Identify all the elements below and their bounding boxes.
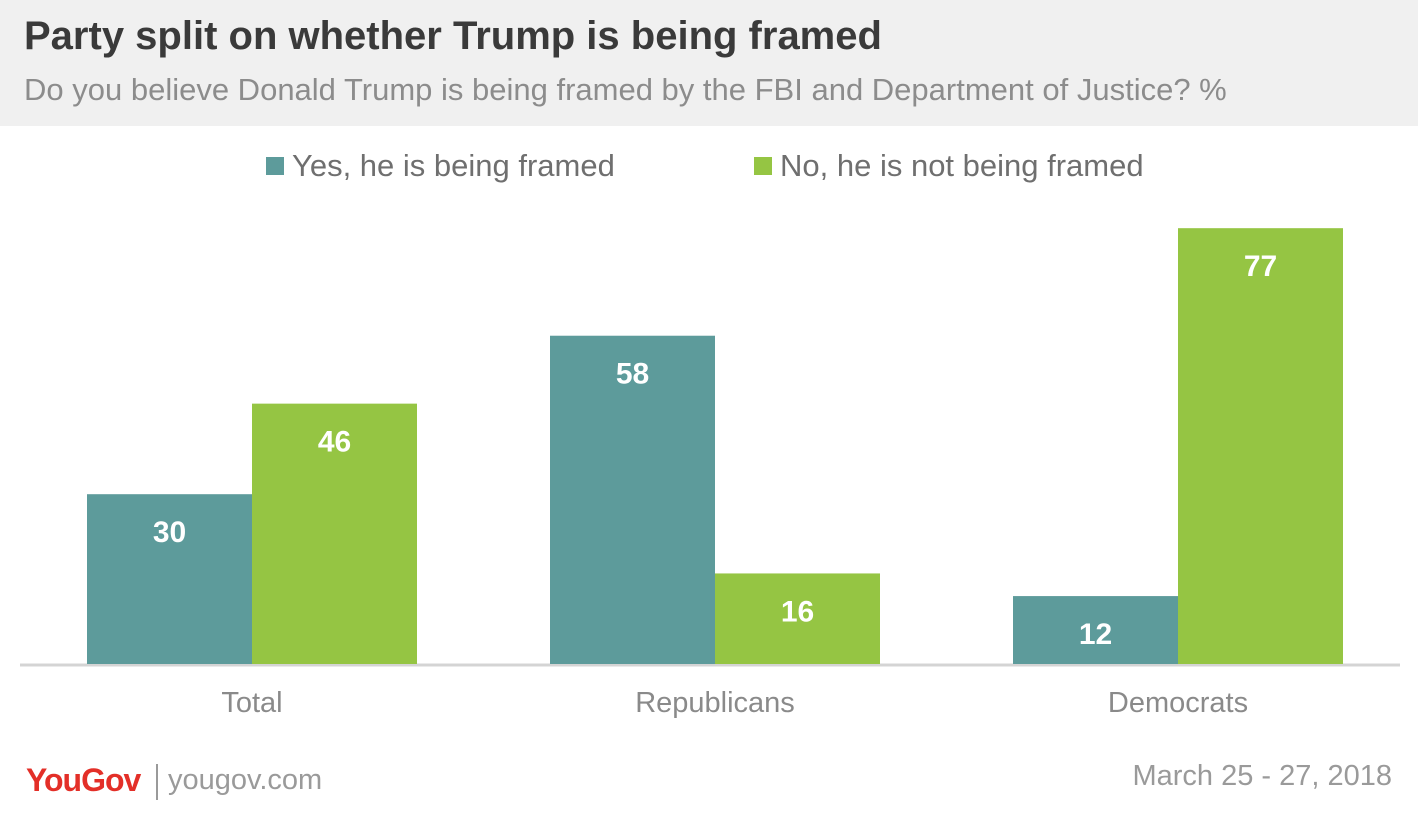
data-label-total-no: 46 xyxy=(318,426,351,459)
category-label-total: Total xyxy=(221,687,282,719)
chart-subtitle: Do you believe Donald Trump is being fra… xyxy=(24,72,1227,107)
category-label-republicans: Republicans xyxy=(635,687,795,719)
legend-item-yes: Yes, he is being framed xyxy=(266,146,615,186)
chart-header: Party split on whether Trump is being fr… xyxy=(0,0,1418,126)
bar-republicans-yes xyxy=(550,335,715,664)
bar-total-yes xyxy=(87,494,252,664)
data-label-democrats-no: 77 xyxy=(1244,250,1277,283)
data-label-democrats-yes: 12 xyxy=(1079,618,1112,651)
bar-chart: 30 46 Total 58 16 Republicans 12 77 Democrats xyxy=(20,228,1400,719)
category-label-democrats: Democrats xyxy=(1108,687,1248,719)
data-label-republicans-yes: 58 xyxy=(616,358,649,391)
bar-democrats-no xyxy=(1178,228,1343,664)
data-label-total-yes: 30 xyxy=(153,516,186,549)
legend-swatch-yes xyxy=(266,157,284,175)
footer-url: yougov.com xyxy=(168,764,323,796)
legend-label-no: No, he is not being framed xyxy=(780,148,1144,183)
survey-date: March 25 - 27, 2018 xyxy=(1132,760,1392,792)
data-label-republicans-no: 16 xyxy=(781,595,814,628)
bar-republicans-no xyxy=(715,573,880,664)
legend-label-yes: Yes, he is being framed xyxy=(292,148,615,183)
footer-separator xyxy=(156,764,158,800)
yougov-logo: YouGov xyxy=(26,762,141,798)
bar-democrats-yes xyxy=(1013,596,1178,664)
chart-legend: Yes, he is being framed No, he is not be… xyxy=(0,146,1418,186)
legend-swatch-no xyxy=(754,157,772,175)
chart-title: Party split on whether Trump is being fr… xyxy=(24,14,882,58)
legend-item-no: No, he is not being framed xyxy=(754,146,1144,186)
bar-total-no xyxy=(252,403,417,664)
